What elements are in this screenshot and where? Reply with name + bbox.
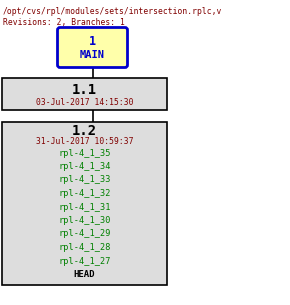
Text: rpl-4_1_27: rpl-4_1_27 xyxy=(58,257,111,265)
Text: 03-Jul-2017 14:15:30: 03-Jul-2017 14:15:30 xyxy=(36,99,133,107)
Text: rpl-4_1_29: rpl-4_1_29 xyxy=(58,229,111,239)
Text: HEAD: HEAD xyxy=(74,270,95,279)
Text: rpl-4_1_35: rpl-4_1_35 xyxy=(58,149,111,157)
Text: 31-Jul-2017 10:59:37: 31-Jul-2017 10:59:37 xyxy=(36,138,133,146)
Text: rpl-4_1_30: rpl-4_1_30 xyxy=(58,216,111,225)
Text: MAIN: MAIN xyxy=(80,50,105,60)
Text: rpl-4_1_28: rpl-4_1_28 xyxy=(58,243,111,252)
Text: /opt/cvs/rpl/modules/sets/intersection.rplc,v: /opt/cvs/rpl/modules/sets/intersection.r… xyxy=(3,7,222,16)
Text: rpl-4_1_33: rpl-4_1_33 xyxy=(58,175,111,185)
Text: 1: 1 xyxy=(89,35,96,48)
Text: 1.2: 1.2 xyxy=(72,124,97,138)
Text: 1.1: 1.1 xyxy=(72,83,97,97)
Bar xyxy=(2,78,167,110)
Text: Revisions: 2, Branches: 1: Revisions: 2, Branches: 1 xyxy=(3,18,125,27)
Bar xyxy=(2,122,167,285)
Text: rpl-4_1_34: rpl-4_1_34 xyxy=(58,162,111,171)
FancyBboxPatch shape xyxy=(57,27,128,67)
Text: rpl-4_1_31: rpl-4_1_31 xyxy=(58,203,111,211)
Text: rpl-4_1_32: rpl-4_1_32 xyxy=(58,189,111,198)
